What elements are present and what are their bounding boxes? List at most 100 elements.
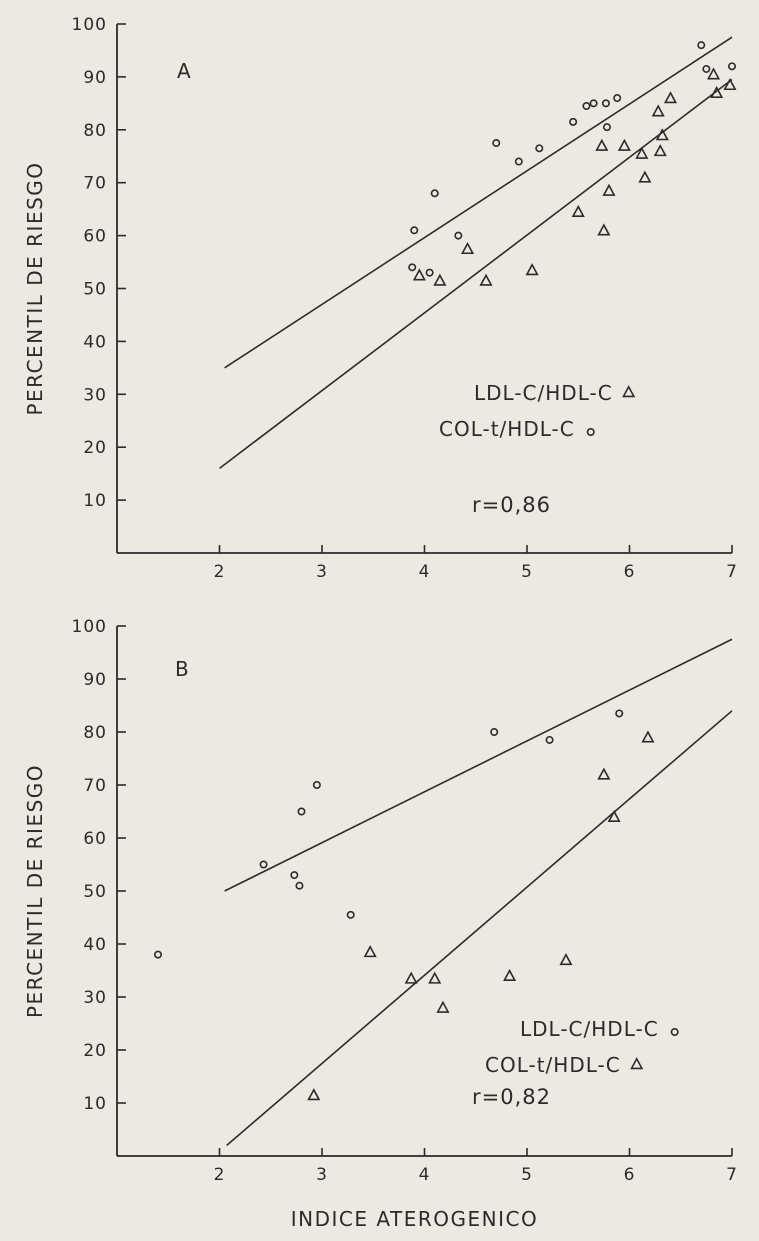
y-tick-label: 70 (83, 776, 107, 796)
triangle-data-point (597, 767, 611, 780)
y-tick-label: 80 (83, 121, 107, 141)
y-tick-label: 20 (83, 438, 107, 458)
circle-data-point (346, 910, 355, 919)
legend-label: COL-t/HDL-C (439, 417, 575, 441)
circle-series-fit-line (224, 638, 733, 892)
x-tick-label: 6 (624, 562, 636, 582)
triangle-data-point (651, 104, 665, 117)
y-tick-label: 10 (83, 491, 107, 511)
chart-panel-a: 100 90 80 70 60 50 40 30 20 10 2 3 4 5 6 7 PERCENTIL DE … (23, 15, 738, 582)
y-tick-label: 40 (83, 935, 107, 955)
y-tick-label: 10 (83, 1094, 107, 1114)
triangle-data-point (653, 144, 667, 157)
circle-data-point (615, 709, 624, 718)
triangle-data-point (595, 138, 609, 151)
circle-data-point (697, 41, 706, 50)
triangle-data-point (602, 183, 616, 196)
y-tick-label: 50 (83, 280, 107, 300)
circle-data-point (454, 231, 463, 240)
circle-series-points (408, 41, 736, 277)
x-tick-label: 3 (316, 1165, 328, 1185)
circle-data-point (535, 144, 544, 153)
circle-data-point (601, 99, 610, 108)
circle-data-point (259, 860, 268, 869)
triangle-data-point (617, 138, 631, 151)
x-tick-label: 3 (316, 562, 328, 582)
triangle-series-points (412, 67, 737, 286)
x-axis-title: INDICE ATEROGENICO (291, 1207, 538, 1231)
y-tick-label: 80 (83, 723, 107, 743)
circle-data-point (408, 263, 417, 272)
legend-label: COL-t/HDL-C (485, 1053, 621, 1077)
circle-data-point (569, 117, 578, 126)
triangle-data-point (641, 730, 655, 743)
triangle-data-point (363, 945, 377, 958)
chart-panel-b: 100 90 80 70 60 50 40 30 20 10 2 3 4 5 6 7 PERCENTIL DE … (23, 617, 738, 1231)
circle-data-point (410, 226, 419, 235)
y-axis-title: PERCENTIL DE RIESGO (23, 161, 47, 415)
triangle-data-point (638, 170, 652, 183)
x-tick-label: 2 (214, 1165, 226, 1185)
x-tick-label: 4 (419, 1165, 431, 1185)
legend-label: LDL-C/HDL-C (520, 1017, 659, 1041)
y-tick-label: 50 (83, 882, 107, 902)
y-tick-label: 70 (83, 174, 107, 194)
circle-series-fit-line (224, 36, 733, 369)
circle-data-point (589, 99, 598, 108)
circle-data-point (295, 881, 304, 890)
y-axis-title: PERCENTIL DE RIESGO (23, 764, 47, 1018)
y-tick-label: 20 (83, 1041, 107, 1061)
x-tick-label: 5 (521, 562, 533, 582)
triangle-data-point (707, 67, 721, 80)
circle-data-point (727, 62, 736, 71)
panel-label: B (175, 657, 189, 681)
x-tick-label: 6 (624, 1165, 636, 1185)
triangle-series-points (307, 730, 655, 1101)
y-tick-label: 40 (83, 332, 107, 352)
legend-circle-marker (586, 427, 595, 436)
triangle-data-point (479, 273, 493, 286)
y-tick-label: 30 (83, 385, 107, 405)
triangle-data-point (436, 1000, 450, 1013)
circle-data-point (290, 871, 299, 880)
triangle-data-point (597, 223, 611, 236)
x-tick-label: 7 (726, 1165, 738, 1185)
triangle-series-fit-line (226, 710, 733, 1147)
triangle-data-point (559, 953, 573, 966)
legend-triangle-marker (630, 1057, 644, 1070)
y-tick-label: 90 (83, 68, 107, 88)
triangle-data-point (571, 204, 585, 218)
circle-data-point (430, 189, 439, 198)
y-tick-label: 100 (72, 15, 107, 35)
x-tick-label: 7 (726, 562, 738, 582)
circle-data-point (492, 139, 501, 148)
triangle-data-point (663, 91, 678, 104)
triangle-data-point (461, 241, 475, 255)
legend-triangle-marker (622, 385, 636, 398)
triangle-data-point (635, 146, 649, 159)
circle-data-point (702, 64, 711, 73)
triangle-data-point (503, 968, 517, 982)
triangle-data-point (655, 128, 669, 141)
correlation-annotation: r=0,82 (472, 1085, 551, 1109)
triangle-data-point (607, 809, 621, 823)
circle-series-points (154, 709, 624, 959)
circle-data-point (154, 950, 163, 959)
x-tick-label: 2 (214, 562, 226, 582)
y-tick-label: 100 (72, 617, 107, 637)
triangle-data-point (433, 273, 447, 286)
y-tick-label: 60 (83, 227, 107, 247)
circle-data-point (545, 735, 554, 744)
circle-data-point (425, 268, 434, 277)
correlation-annotation: r=0,86 (472, 493, 551, 517)
y-tick-label: 30 (83, 988, 107, 1008)
triangle-data-point (525, 263, 539, 276)
circle-data-point (490, 727, 499, 736)
circle-data-point (582, 101, 591, 110)
x-tick-label: 4 (419, 562, 431, 582)
circle-data-point (613, 94, 622, 103)
legend-label: LDL-C/HDL-C (474, 381, 613, 405)
triangle-data-point (428, 971, 442, 984)
y-tick-label: 90 (83, 670, 107, 690)
panel-label: A (177, 59, 191, 83)
